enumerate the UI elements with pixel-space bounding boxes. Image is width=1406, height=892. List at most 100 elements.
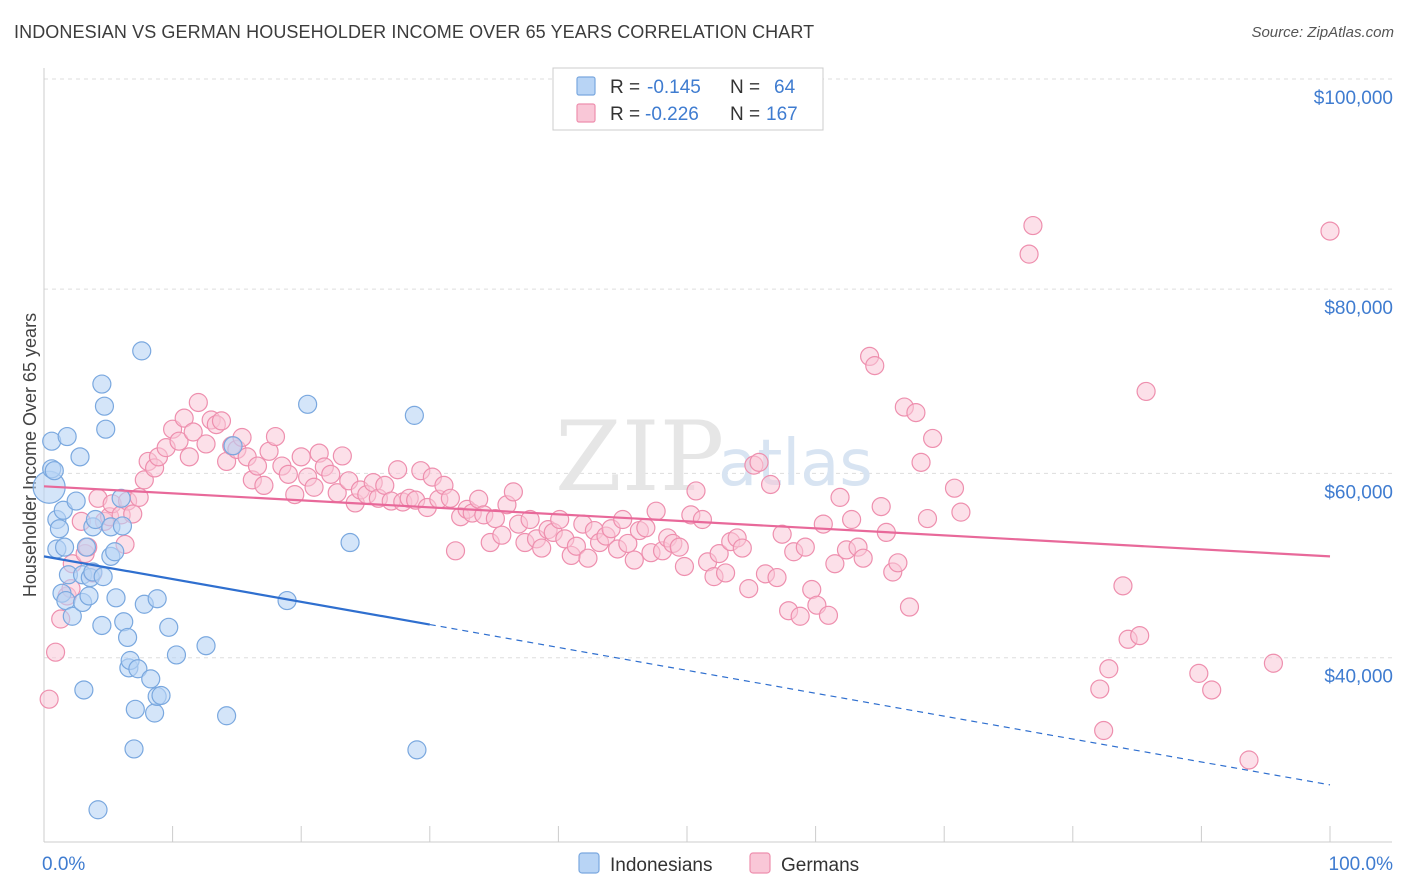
indonesians-point <box>114 612 134 632</box>
indonesians-point <box>117 627 138 648</box>
germans-point <box>888 553 908 573</box>
y-tick-labels: $40,000 $60,000 $80,000 $100,000 <box>1314 88 1393 688</box>
legend-n-label: N = <box>730 104 760 125</box>
indonesians-trend-extension <box>429 623 1331 786</box>
germans-point <box>951 502 971 522</box>
indonesians-point <box>106 588 126 608</box>
watermark-atlas: atlas <box>718 427 873 501</box>
germans-point <box>1099 659 1119 679</box>
germans-point <box>917 508 938 529</box>
germans-point <box>818 605 839 625</box>
indonesians-point <box>76 537 97 557</box>
germans-point <box>842 509 862 530</box>
axes <box>43 68 1392 843</box>
germans-point <box>304 477 324 497</box>
germans-point <box>445 541 466 561</box>
legend-r-value: -0.145 <box>647 77 701 98</box>
germans-point <box>179 447 199 467</box>
germans-point <box>613 509 633 530</box>
indonesians-point <box>49 519 70 539</box>
legend-box <box>552 67 824 131</box>
germans-point <box>911 452 931 472</box>
germans-point <box>790 606 810 626</box>
indonesians-point <box>57 426 77 447</box>
germans-point <box>767 567 787 588</box>
indonesians-point <box>128 659 148 679</box>
germans-trend-line <box>43 485 1331 558</box>
y-tick-label: $80,000 <box>1324 298 1393 319</box>
germans-point <box>669 537 689 557</box>
indonesians-point <box>62 606 82 626</box>
indonesians-point <box>70 447 90 467</box>
germans-point <box>830 487 850 507</box>
germans-point <box>254 475 274 496</box>
x-tick-label: 0.0% <box>42 854 85 875</box>
germans-point <box>520 509 540 530</box>
germans-point <box>813 514 833 534</box>
indonesians-point <box>96 419 116 439</box>
germans-point <box>865 356 885 376</box>
indonesians-point <box>85 509 106 530</box>
germans-point <box>646 501 666 521</box>
indonesians-point <box>125 699 145 719</box>
germans-point <box>624 550 644 570</box>
indonesians-point <box>141 669 161 689</box>
indonesians-point <box>217 706 237 726</box>
y-axis-title: Householder Income Over 65 years <box>20 313 40 597</box>
y-tick-label: $100,000 <box>1314 88 1393 109</box>
legend-stats: R = -0.145 N = 64 R = -0.226 N = 167 <box>552 67 824 131</box>
germans-point <box>1136 381 1156 402</box>
indonesians-point <box>105 542 125 562</box>
indonesians-point <box>112 516 133 536</box>
germans-point <box>686 481 706 501</box>
trend-lines <box>43 485 1331 786</box>
indonesians-point <box>196 636 216 656</box>
germans-point <box>492 525 512 545</box>
y-tick-label: $40,000 <box>1324 667 1393 688</box>
germans-point <box>566 536 587 556</box>
gridlines <box>44 78 1392 659</box>
germans-point <box>1189 663 1209 683</box>
germans-point <box>188 392 208 413</box>
legend-swatch-germans <box>749 852 771 874</box>
indonesians-point <box>92 615 112 636</box>
legend-r-label: R = <box>610 104 640 125</box>
indonesians-point <box>94 396 115 416</box>
watermark: ZIP atlas <box>555 401 873 513</box>
germans-point <box>169 431 189 451</box>
germans-point <box>825 554 845 574</box>
germans-point <box>183 422 203 442</box>
germans-point <box>39 689 59 709</box>
legend-swatch-germans <box>576 103 596 123</box>
germans-point <box>1094 720 1114 741</box>
germans-point <box>265 426 286 447</box>
legend-n-value: 64 <box>774 77 796 98</box>
indonesians-point <box>159 617 179 637</box>
germans-points <box>39 215 1340 770</box>
germans-point <box>772 524 792 544</box>
indonesians-point <box>298 394 318 414</box>
indonesians-point <box>111 488 131 508</box>
germans-point <box>636 518 656 538</box>
germans-point <box>923 428 943 449</box>
legend-n-label: N = <box>730 77 760 98</box>
germans-point <box>1023 215 1043 236</box>
germans-point <box>739 579 759 599</box>
germans-point <box>1202 680 1222 700</box>
germans-point <box>749 452 769 472</box>
legend-series: Indonesians Germans <box>578 852 859 876</box>
germans-point <box>1019 244 1039 264</box>
germans-point <box>906 403 926 423</box>
germans-point <box>1320 221 1340 241</box>
germans-point <box>578 548 598 568</box>
indonesians-point <box>223 436 243 456</box>
germans-point <box>760 474 781 495</box>
legend-label-germans: Germans <box>781 855 859 876</box>
germans-point <box>709 543 729 564</box>
germans-point <box>174 408 194 428</box>
legend-swatch-indonesians <box>576 76 596 96</box>
germans-point <box>440 488 460 508</box>
indonesians-point <box>44 461 64 481</box>
germans-point <box>196 434 216 454</box>
germans-point <box>853 548 873 568</box>
